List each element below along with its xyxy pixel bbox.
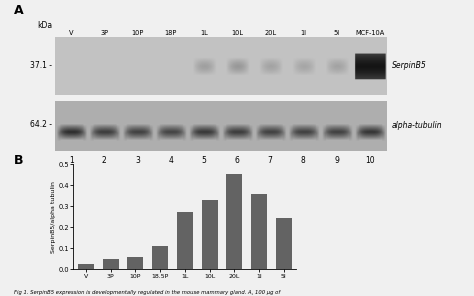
Bar xyxy=(251,194,267,269)
Y-axis label: SerpinB5/alpha tubulin: SerpinB5/alpha tubulin xyxy=(51,181,56,253)
Text: kDa: kDa xyxy=(37,21,52,30)
Bar xyxy=(276,218,292,269)
Text: A: A xyxy=(14,4,24,17)
Text: V: V xyxy=(69,30,73,36)
Text: 5: 5 xyxy=(201,156,206,165)
Text: 1L: 1L xyxy=(200,30,208,36)
Bar xyxy=(102,259,118,269)
Text: SerpinB5: SerpinB5 xyxy=(392,61,427,70)
Text: 3P: 3P xyxy=(100,30,109,36)
Text: 7: 7 xyxy=(268,156,273,165)
Text: 18P: 18P xyxy=(164,30,177,36)
Text: 10: 10 xyxy=(365,156,374,165)
Text: 1: 1 xyxy=(69,156,73,165)
Text: 64.2 -: 64.2 - xyxy=(30,120,52,129)
Text: 20L: 20L xyxy=(264,30,276,36)
Text: 5I: 5I xyxy=(334,30,339,36)
Bar xyxy=(226,174,242,269)
Bar xyxy=(201,200,218,269)
Bar xyxy=(128,257,144,269)
Text: 2: 2 xyxy=(102,156,107,165)
Text: alpha-tubulin: alpha-tubulin xyxy=(392,121,443,130)
Bar xyxy=(78,264,94,269)
Bar xyxy=(152,246,168,269)
Text: 1I: 1I xyxy=(301,30,306,36)
Text: 8: 8 xyxy=(301,156,306,165)
Bar xyxy=(177,212,193,269)
Text: 10L: 10L xyxy=(231,30,243,36)
Text: MCF-10A: MCF-10A xyxy=(355,30,384,36)
Text: 6: 6 xyxy=(235,156,239,165)
Text: 9: 9 xyxy=(334,156,339,165)
Text: 4: 4 xyxy=(168,156,173,165)
Text: Fig 1. SerpinB5 expression is developmentally regulated in the mouse mammary gla: Fig 1. SerpinB5 expression is developmen… xyxy=(14,289,281,295)
Text: B: B xyxy=(14,154,24,167)
Text: 37.1 -: 37.1 - xyxy=(30,61,52,70)
Text: 10P: 10P xyxy=(131,30,144,36)
Text: 3: 3 xyxy=(135,156,140,165)
